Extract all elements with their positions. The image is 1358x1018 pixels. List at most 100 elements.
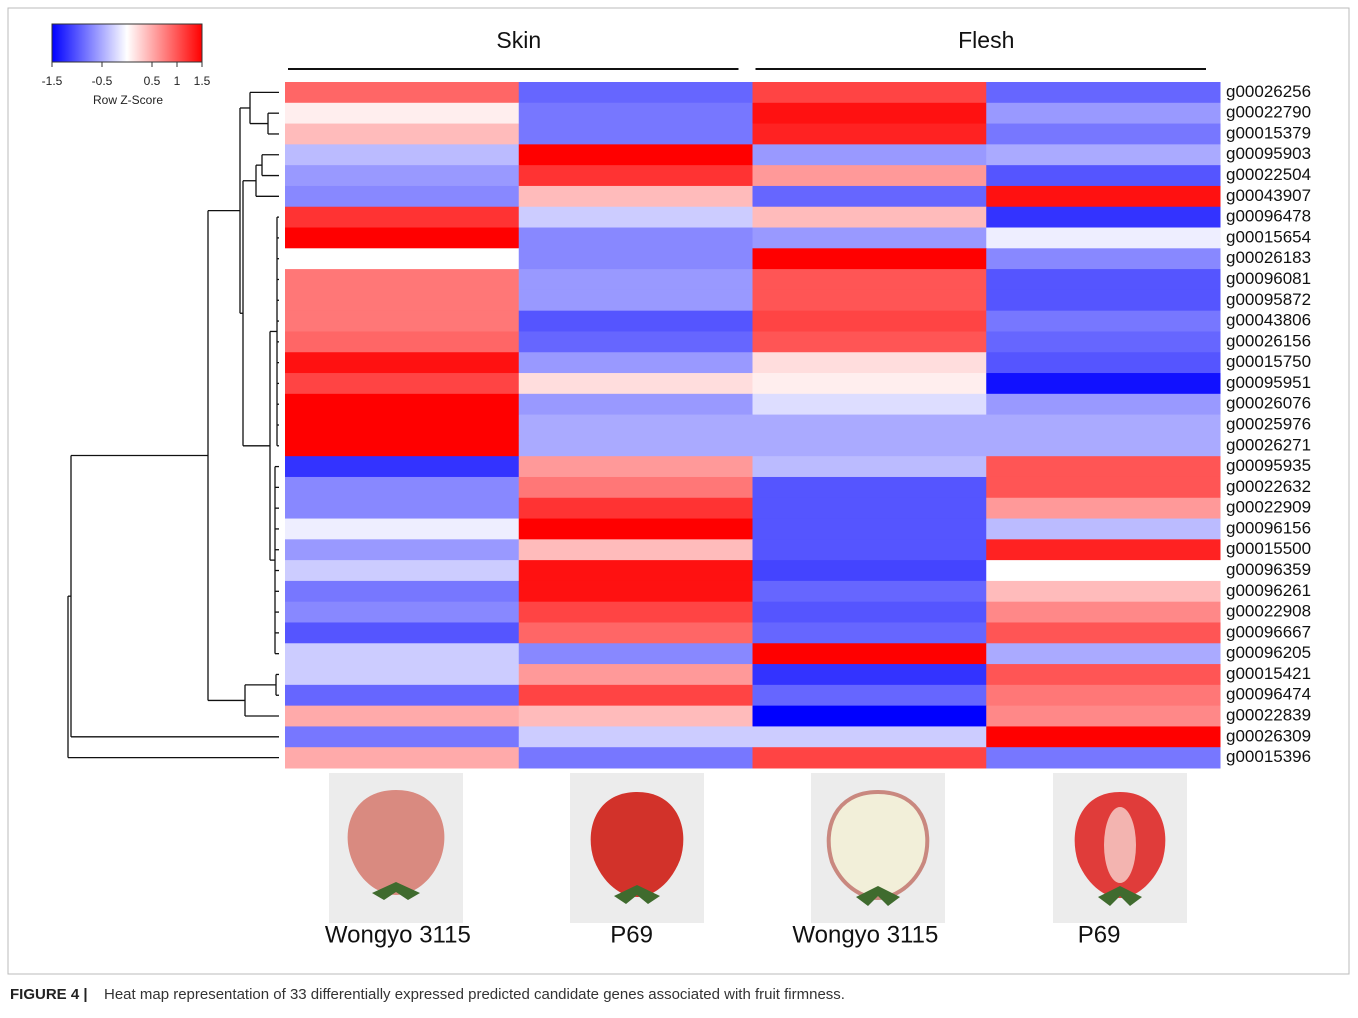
heat-cell — [519, 82, 753, 103]
row-label: g00096205 — [1226, 643, 1311, 662]
group-label: Skin — [496, 27, 541, 53]
heat-cell — [753, 747, 987, 768]
color-key-tick-label: -1.5 — [42, 74, 63, 88]
heat-cell — [753, 415, 987, 436]
heat-cell — [519, 331, 753, 352]
heat-cell — [285, 477, 519, 498]
row-label: g00043806 — [1226, 311, 1311, 330]
heat-cell — [519, 352, 753, 373]
row-label: g00095951 — [1226, 373, 1311, 392]
heat-cell — [986, 519, 1220, 540]
heat-cell — [519, 706, 753, 727]
row-label: g00026156 — [1226, 331, 1311, 350]
legend-title: Row Z-Score — [93, 93, 163, 107]
heat-cell — [986, 228, 1220, 249]
row-label: g00096359 — [1226, 560, 1311, 579]
row-label: g00095872 — [1226, 290, 1311, 309]
column-label: P69 — [610, 921, 653, 948]
heat-cell — [986, 311, 1220, 332]
heat-cell — [285, 144, 519, 165]
row-label: g00096081 — [1226, 269, 1311, 288]
heat-cell — [753, 685, 987, 706]
heat-cell — [986, 269, 1220, 290]
heat-cell — [285, 373, 519, 394]
row-label: g00015500 — [1226, 539, 1311, 558]
heat-cell — [986, 498, 1220, 519]
heat-cell — [986, 165, 1220, 186]
heat-cell — [753, 248, 987, 269]
heat-cell — [519, 144, 753, 165]
heat-cell — [986, 248, 1220, 269]
group-label: Flesh — [958, 27, 1014, 53]
heat-cell — [519, 643, 753, 664]
heat-cell — [986, 456, 1220, 477]
heat-cell — [753, 560, 987, 581]
row-label: g00022839 — [1226, 706, 1311, 725]
heat-cell — [519, 498, 753, 519]
row-label: g00022908 — [1226, 602, 1311, 621]
heat-cell — [285, 622, 519, 643]
heat-cell — [519, 435, 753, 456]
heat-cell — [753, 228, 987, 249]
heat-cell — [986, 435, 1220, 456]
heat-cell — [285, 331, 519, 352]
heat-cell — [986, 415, 1220, 436]
color-key — [52, 24, 202, 62]
heat-cell — [519, 311, 753, 332]
heat-cell — [519, 664, 753, 685]
heat-cell — [986, 539, 1220, 560]
heat-cell — [986, 726, 1220, 747]
heat-cell — [753, 103, 987, 124]
heat-cell — [519, 394, 753, 415]
row-label: g00015379 — [1226, 123, 1311, 142]
row-label: g00096478 — [1226, 207, 1311, 226]
heat-cell — [753, 519, 987, 540]
row-label: g00015750 — [1226, 352, 1311, 371]
heat-cell — [753, 664, 987, 685]
heat-cell — [986, 685, 1220, 706]
heat-cell — [519, 228, 753, 249]
heat-cell — [519, 186, 753, 207]
heat-cell — [753, 311, 987, 332]
heat-cell — [986, 124, 1220, 145]
heat-cell — [285, 248, 519, 269]
heat-cell — [519, 103, 753, 124]
heat-cell — [285, 311, 519, 332]
heat-cell — [285, 664, 519, 685]
heat-cell — [753, 352, 987, 373]
column-label: Wongyo 3115 — [325, 921, 471, 948]
heat-cell — [753, 269, 987, 290]
row-label: g00096474 — [1226, 685, 1311, 704]
heat-cell — [986, 373, 1220, 394]
row-label: g00026076 — [1226, 394, 1311, 413]
heat-cell — [519, 165, 753, 186]
row-label: g00015421 — [1226, 664, 1311, 683]
heat-cell — [285, 498, 519, 519]
figure: Row Z-Score FIGURE 4 | Heat map represen… — [0, 0, 1358, 1013]
heat-cell — [519, 519, 753, 540]
row-label: g00025976 — [1226, 414, 1311, 433]
heat-cell — [519, 456, 753, 477]
color-key-tick-label: 1 — [174, 74, 181, 88]
heat-cell — [753, 726, 987, 747]
row-label: g00095903 — [1226, 144, 1311, 163]
heat-cell — [986, 144, 1220, 165]
heat-cell — [753, 207, 987, 228]
heat-cell — [986, 706, 1220, 727]
heat-cell — [519, 747, 753, 768]
heat-cell — [986, 290, 1220, 311]
heat-cell — [753, 186, 987, 207]
row-label: g00096667 — [1226, 622, 1311, 641]
heat-cell — [285, 435, 519, 456]
heat-cell — [285, 352, 519, 373]
heat-cell — [285, 82, 519, 103]
heat-cell — [519, 415, 753, 436]
heat-cell — [519, 685, 753, 706]
row-label: g00022504 — [1226, 165, 1311, 184]
row-label: g00043907 — [1226, 186, 1311, 205]
row-label: g00096261 — [1226, 581, 1311, 600]
heat-cell — [519, 269, 753, 290]
heat-cell — [986, 602, 1220, 623]
heat-cell — [753, 373, 987, 394]
row-label: g00026309 — [1226, 726, 1311, 745]
